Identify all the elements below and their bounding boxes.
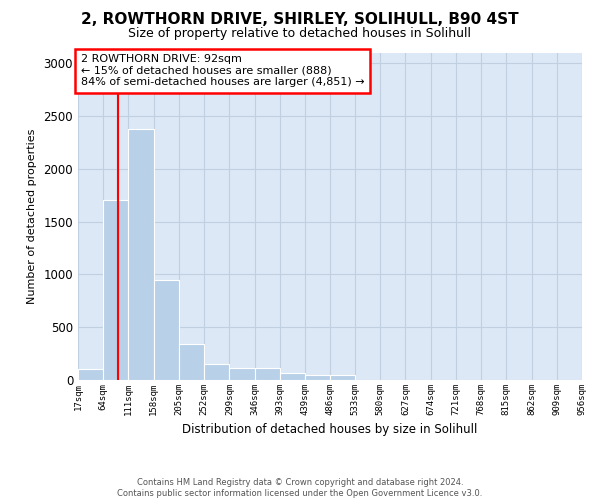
Bar <box>179 344 204 380</box>
Bar <box>330 374 355 380</box>
Bar <box>78 370 103 380</box>
Bar <box>280 372 305 380</box>
Y-axis label: Number of detached properties: Number of detached properties <box>26 128 37 304</box>
Text: Size of property relative to detached houses in Solihull: Size of property relative to detached ho… <box>128 28 472 40</box>
Text: 2, ROWTHORN DRIVE, SHIRLEY, SOLIHULL, B90 4ST: 2, ROWTHORN DRIVE, SHIRLEY, SOLIHULL, B9… <box>81 12 519 28</box>
Bar <box>154 280 179 380</box>
Bar <box>305 374 330 380</box>
Bar <box>229 368 254 380</box>
Text: Contains HM Land Registry data © Crown copyright and database right 2024.
Contai: Contains HM Land Registry data © Crown c… <box>118 478 482 498</box>
Bar <box>254 368 280 380</box>
Bar <box>204 364 229 380</box>
Bar <box>103 200 128 380</box>
Bar <box>128 128 154 380</box>
Text: 2 ROWTHORN DRIVE: 92sqm
← 15% of detached houses are smaller (888)
84% of semi-d: 2 ROWTHORN DRIVE: 92sqm ← 15% of detache… <box>80 54 364 88</box>
X-axis label: Distribution of detached houses by size in Solihull: Distribution of detached houses by size … <box>182 424 478 436</box>
